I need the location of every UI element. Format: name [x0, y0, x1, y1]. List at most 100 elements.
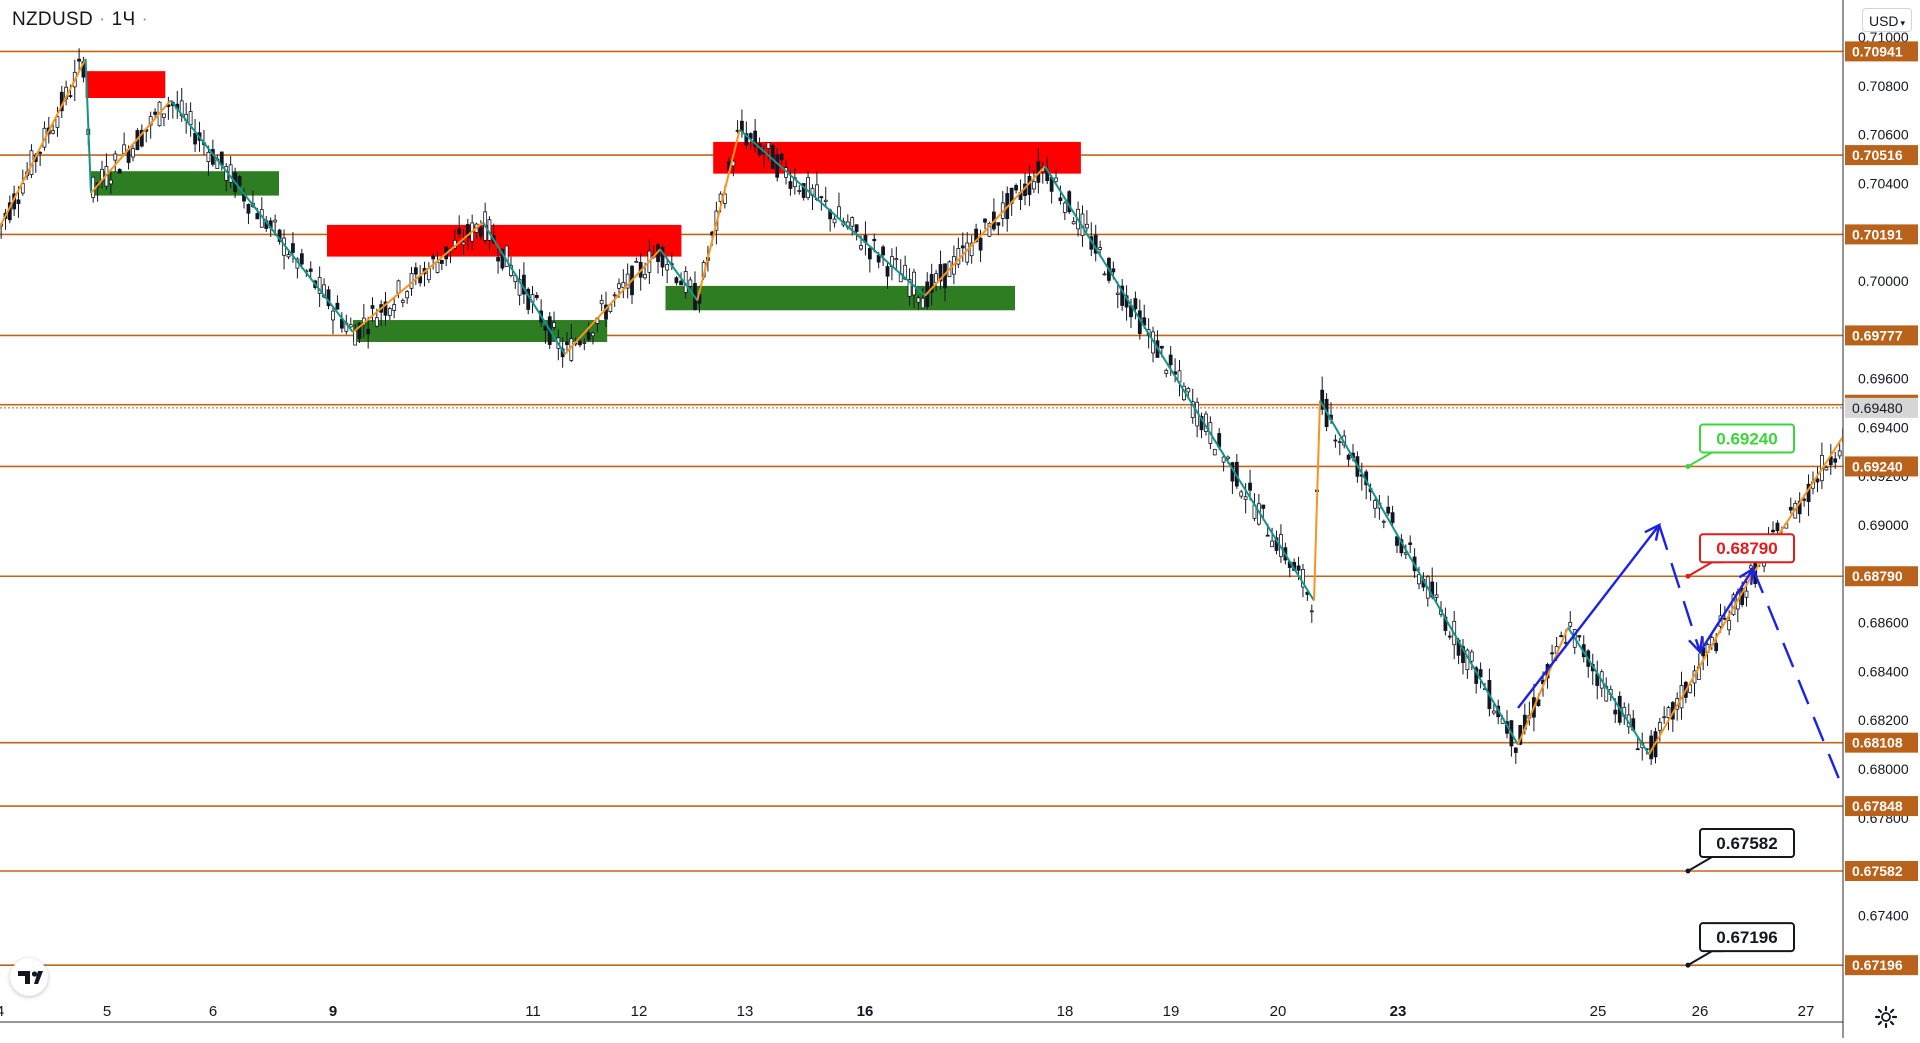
- x-tick-label: 16: [857, 1003, 874, 1020]
- candle-body: [1262, 505, 1265, 508]
- x-tick-label: 27: [1798, 1003, 1815, 1020]
- x-tick-label: 20: [1270, 1003, 1287, 1020]
- candle-body: [1636, 749, 1639, 750]
- candle-body: [833, 219, 836, 223]
- candle-body: [1099, 248, 1102, 250]
- x-tick-label: 13: [737, 1003, 754, 1020]
- candle-body: [118, 169, 121, 173]
- candle-body: [17, 200, 20, 204]
- x-tick-label: 9: [329, 1003, 337, 1020]
- forecast-segment: [1518, 525, 1659, 708]
- candle-body: [274, 220, 277, 222]
- candle-body: [336, 303, 339, 309]
- candle-body: [583, 342, 586, 343]
- candle-body: [824, 200, 827, 201]
- candle-body: [578, 342, 581, 345]
- candle-body: [1492, 711, 1495, 713]
- candle-body: [1338, 442, 1341, 443]
- candle-body: [238, 177, 241, 187]
- zigzag-segment: [1649, 574, 1753, 755]
- candle-body: [618, 284, 621, 289]
- level-price-label: 0.70191: [1852, 226, 1903, 242]
- candle-body: [820, 197, 823, 198]
- callout-anchor: [1686, 464, 1691, 469]
- x-tick-label: 6: [209, 1003, 217, 1020]
- candle-body: [1391, 513, 1394, 523]
- y-tick-label: 0.69000: [1858, 517, 1909, 533]
- candle-body: [1240, 492, 1243, 496]
- candle-body: [600, 300, 603, 303]
- candle-body: [52, 131, 55, 134]
- candle-body: [162, 114, 165, 117]
- candle-body: [331, 311, 334, 320]
- gear-icon[interactable]: [1873, 1004, 1899, 1030]
- candle-body: [1470, 652, 1473, 661]
- candle-body: [1374, 501, 1377, 509]
- callout-label: 0.68790: [1716, 539, 1777, 558]
- callout-pointer: [1688, 562, 1724, 576]
- candle-body: [1551, 653, 1554, 654]
- candle-body: [367, 329, 370, 334]
- candle-body: [886, 267, 889, 277]
- candle-body: [1116, 293, 1119, 294]
- level-price-label: 0.69777: [1852, 327, 1903, 343]
- x-tick-label: 25: [1590, 1003, 1607, 1020]
- candle-body: [1838, 451, 1841, 456]
- zigzag-segment: [1518, 627, 1568, 744]
- candle-body: [961, 246, 964, 248]
- y-tick-label: 0.68400: [1858, 663, 1909, 679]
- candle-body: [1059, 198, 1062, 201]
- callout-pointer: [1688, 951, 1724, 965]
- callout-anchor: [1686, 868, 1691, 873]
- candle-body: [553, 323, 556, 328]
- candle-body: [1825, 468, 1828, 470]
- callout-pointer: [1688, 452, 1724, 466]
- candle-body: [1776, 523, 1779, 531]
- candle-body: [807, 177, 810, 197]
- candle-body: [1063, 203, 1066, 212]
- zigzag-segment: [0, 59, 86, 237]
- candle-body: [868, 248, 871, 259]
- x-tick-label: 5: [103, 1003, 111, 1020]
- y-tick-label: 0.68200: [1858, 712, 1909, 728]
- x-tick-label: 11: [525, 1003, 541, 1020]
- candle-body: [917, 298, 920, 302]
- candle-body: [622, 282, 625, 287]
- callout-pointer: [1688, 857, 1724, 871]
- y-tick-label: 0.70400: [1858, 175, 1909, 191]
- candle-body: [1834, 459, 1837, 462]
- candle-body: [544, 326, 547, 330]
- candle-body: [354, 331, 357, 345]
- candle-body: [194, 133, 197, 144]
- candle-body: [984, 219, 987, 222]
- candle-body: [1448, 636, 1451, 637]
- zigzag-segment: [1320, 401, 1518, 745]
- candle-body: [921, 298, 924, 308]
- level-price-label: 0.70516: [1852, 147, 1903, 163]
- candle-body: [189, 112, 192, 125]
- symbol-title[interactable]: NZDUSD·1Ч·: [12, 9, 154, 31]
- candle-body: [680, 281, 683, 285]
- candle-body: [256, 213, 259, 218]
- y-tick-label: 0.70800: [1858, 78, 1909, 94]
- x-tick-label: 26: [1692, 1003, 1709, 1020]
- candle-body: [882, 247, 885, 255]
- candle-body: [154, 112, 157, 114]
- candle-body: [1160, 346, 1163, 348]
- candle-body: [1032, 182, 1035, 189]
- candle-body: [497, 257, 500, 261]
- currency-select[interactable]: USD▾: [1862, 8, 1912, 32]
- level-price-label: 0.68790: [1852, 568, 1903, 584]
- forecast-segment: [1700, 569, 1753, 652]
- x-tick-label: 12: [631, 1003, 648, 1020]
- symbol-name: NZDUSD: [12, 9, 93, 30]
- tradingview-logo-icon[interactable]: [10, 958, 48, 996]
- level-price-label: 0.67582: [1852, 863, 1903, 879]
- candle-body: [591, 333, 594, 336]
- candle-body: [1772, 530, 1775, 532]
- level-price-label: 0.70941: [1852, 43, 1903, 59]
- candle-body: [535, 295, 538, 297]
- candle-body: [479, 228, 482, 236]
